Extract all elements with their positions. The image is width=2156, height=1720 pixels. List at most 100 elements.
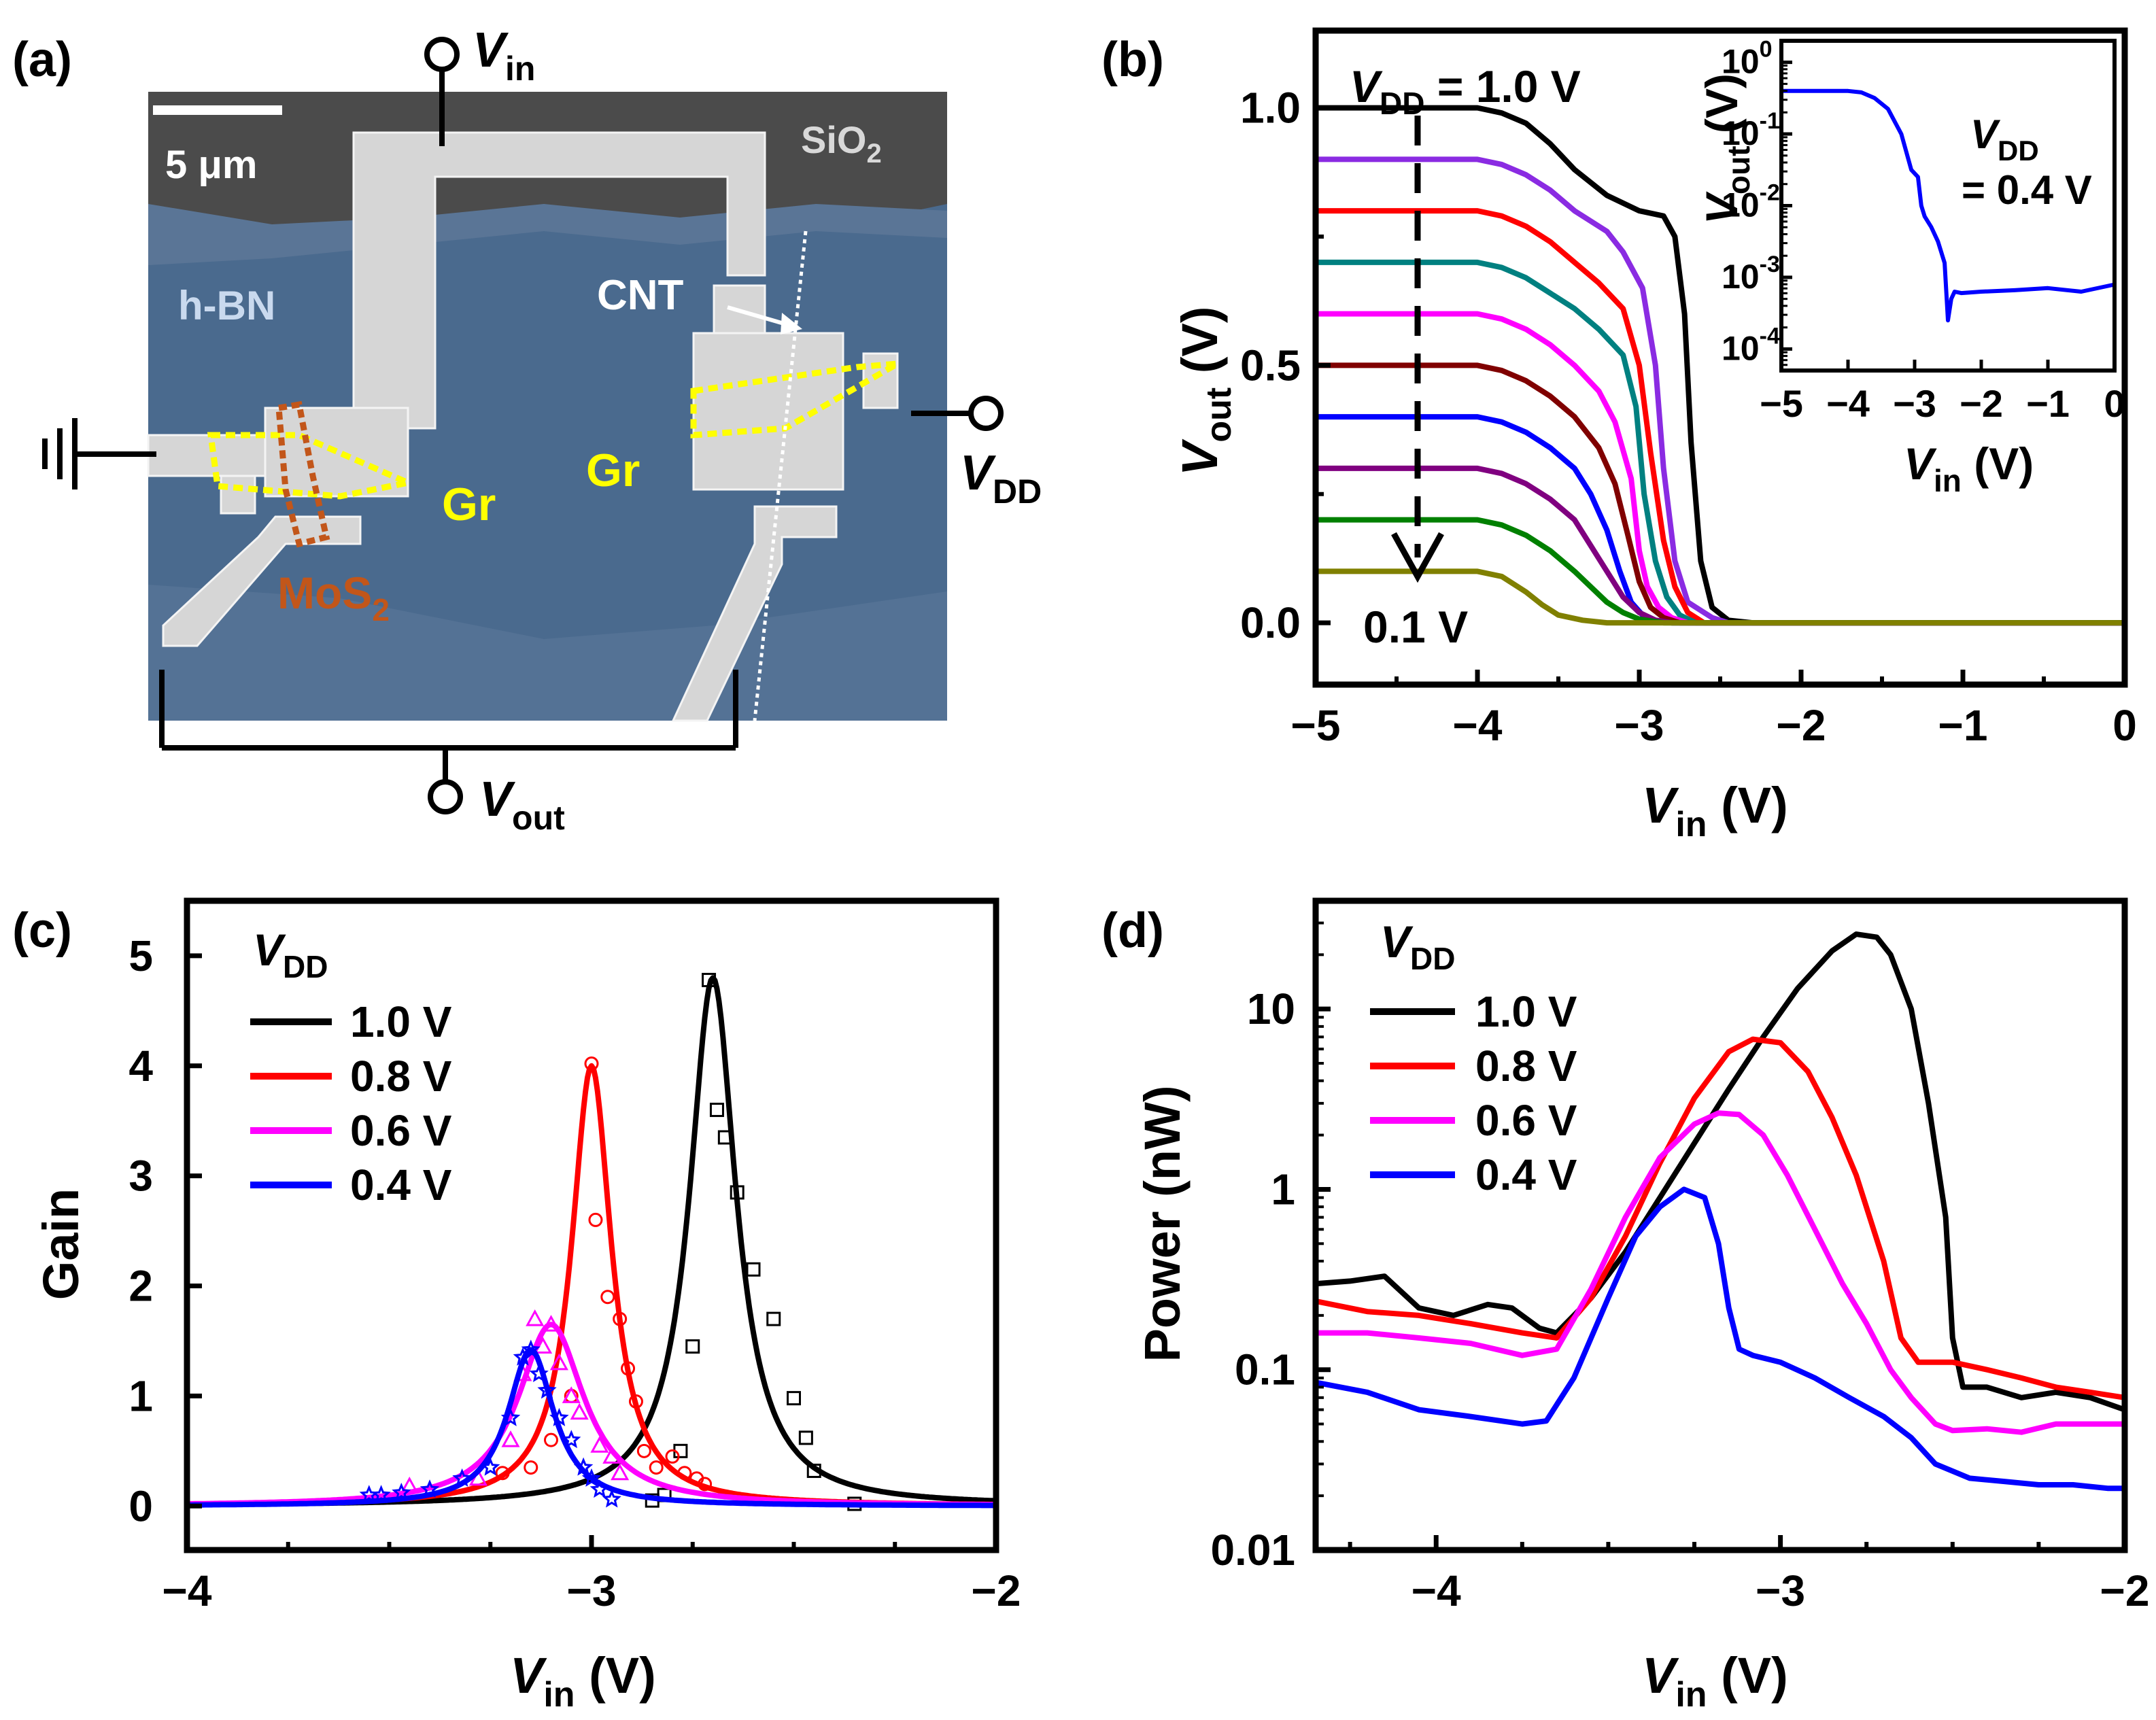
panel-b-series-line-06V bbox=[1316, 311, 2125, 626]
panel-d-xtick-label: −3 bbox=[1756, 1566, 1805, 1615]
panel-c-marker-triangle bbox=[611, 1463, 630, 1481]
panel-d-plot: −4 −3 −2 0.01 0.1 1 10 bbox=[1210, 897, 2149, 1615]
panel-c-marker-circle bbox=[649, 1460, 664, 1475]
panel-c-xtick-label: −2 bbox=[972, 1566, 1021, 1615]
panel-b-series-line-08V bbox=[1316, 208, 2125, 626]
circuit-wiring bbox=[42, 37, 1004, 814]
panel-c-legend-label: 1.0 V bbox=[350, 997, 452, 1046]
panel-c-marker-triangle bbox=[549, 1353, 568, 1371]
panel-c-marker-circle bbox=[600, 1290, 615, 1305]
inset-ytick-label: 10-4 bbox=[1722, 323, 1780, 367]
panel-c-marker-circle bbox=[588, 1212, 603, 1227]
panel-c-series-10V bbox=[186, 973, 997, 1511]
hbn-label: h-BN bbox=[178, 283, 275, 328]
panel-c-marker-circle bbox=[636, 1443, 651, 1458]
inset-ylabel: Vout (V) bbox=[1696, 73, 1756, 224]
inset-xtick-label: −2 bbox=[1960, 382, 2003, 425]
panel-d-xlabel: Vin (V) bbox=[1642, 1647, 1788, 1715]
cnt-line bbox=[753, 230, 808, 721]
inset-xtick-label: 0 bbox=[2104, 382, 2125, 425]
panel-c-ytick-label: 4 bbox=[129, 1042, 153, 1090]
panel-b: (b) −5 −4 −3 −2 −1 0 0.0 0.5 1.0 VDD = 1.0 V 0.1… bbox=[1101, 27, 2137, 844]
vdd-terminal bbox=[968, 396, 1004, 431]
gr-right-outline bbox=[690, 360, 900, 438]
gr-left-outline bbox=[207, 432, 418, 500]
panel-b-series-line-01V bbox=[1316, 568, 2125, 626]
panel-c-marker-circle bbox=[665, 1449, 680, 1464]
inset-series bbox=[1781, 88, 2115, 323]
panel-c-marker-square bbox=[798, 1430, 813, 1445]
panel-b-series-line-10V bbox=[1316, 105, 2125, 626]
panel-c-marker-star bbox=[521, 1339, 541, 1358]
mos2-outline bbox=[275, 400, 330, 548]
inset-ytick-label: 10-1 bbox=[1722, 108, 1780, 152]
vdd-terminal-label: VDD bbox=[960, 446, 1042, 511]
inset-vdd-value: = 0.4 V bbox=[1962, 167, 2092, 213]
panel-c-ytick-label: 0 bbox=[129, 1481, 153, 1530]
panel-a: (a) 5 μm bbox=[12, 23, 1042, 837]
panel-c-legend-title: VDD bbox=[253, 925, 328, 984]
mos2-label: MoS2 bbox=[277, 568, 390, 627]
panel-c-marker-triangle bbox=[590, 1436, 609, 1453]
panel-c-marker-square bbox=[787, 1391, 801, 1406]
inset-ytick-label: 10-3 bbox=[1722, 252, 1780, 296]
electrodes bbox=[147, 131, 899, 722]
inset-frame bbox=[1779, 39, 2117, 373]
panel-d-series-line-08V bbox=[1315, 1036, 2125, 1400]
panel-d-xtick-label: −4 bbox=[1411, 1566, 1461, 1615]
panel-b-0p1-annotation: 0.1 V bbox=[1363, 602, 1468, 652]
vout-right-lead bbox=[671, 505, 838, 722]
panel-b-series-line-05V bbox=[1316, 362, 2125, 626]
panel-c-marker-circle bbox=[524, 1460, 538, 1475]
panel-c-fit-line bbox=[186, 1347, 997, 1509]
panel-c-ytick-label: 5 bbox=[129, 931, 153, 980]
panel-d-legend-label: 1.0 V bbox=[1475, 987, 1577, 1036]
panel-b-xtick-label: −2 bbox=[1777, 701, 1826, 750]
panel-c-series bbox=[186, 973, 997, 1511]
inset-vdd-label: VDD bbox=[1970, 111, 2039, 167]
panel-b-arrowhead bbox=[1391, 532, 1444, 583]
ground-pad bbox=[220, 475, 256, 515]
panel-c-xtick-label: −3 bbox=[567, 1566, 617, 1615]
panel-c-ytick-label: 2 bbox=[129, 1262, 153, 1311]
panel-c-marker-star bbox=[359, 1485, 379, 1504]
panel-c-legend-label: 0.6 V bbox=[350, 1106, 452, 1155]
cnt-arrow bbox=[727, 305, 789, 327]
panel-c: (c) −4 −3 −2 0 1 2 3 4 5 VDD 1.0 V 0.8 V 0.6 V 0.4 … bbox=[12, 897, 1021, 1715]
inset-xtick-label: −5 bbox=[1760, 382, 1803, 425]
panel-b-frame bbox=[1312, 27, 2128, 688]
panel-d-ytick-label: 0.01 bbox=[1210, 1526, 1295, 1575]
sio2-label: SiO2 bbox=[801, 118, 882, 169]
panel-d-legend-label: 0.8 V bbox=[1475, 1042, 1577, 1090]
panel-b-xtick-label: 0 bbox=[2112, 701, 2137, 750]
panel-b-plot: −5 −4 −3 −2 −1 0 0.0 0.5 1.0 bbox=[1240, 27, 2137, 750]
panel-d-legend-title: VDD bbox=[1380, 916, 1455, 976]
graphene-outlines bbox=[207, 360, 900, 500]
inset-xtick-label: −4 bbox=[1826, 382, 1870, 425]
cnt-label: CNT bbox=[597, 272, 684, 319]
vin-terminal bbox=[424, 37, 460, 72]
panel-b-ylabel: Vout (V) bbox=[1171, 307, 1239, 476]
vout-terminal-label: Vout bbox=[479, 772, 565, 837]
panel-d-series bbox=[1315, 931, 2126, 1492]
scale-bar-label: 5 μm bbox=[165, 143, 257, 187]
panel-d-frame bbox=[1312, 897, 2128, 1553]
panel-c-legend-label: 0.8 V bbox=[350, 1052, 452, 1101]
gr-left-label: Gr bbox=[442, 479, 496, 530]
panel-c-ticks: −4 −3 −2 0 1 2 3 4 5 bbox=[129, 931, 1021, 1615]
panel-c-label: (c) bbox=[12, 904, 72, 958]
vin-terminal-label: Vin bbox=[473, 23, 535, 88]
panel-d-legend-label: 0.6 V bbox=[1475, 1096, 1577, 1145]
panel-b-xlabel: Vin (V) bbox=[1642, 777, 1788, 844]
panel-c-marker-triangle bbox=[501, 1430, 520, 1447]
panel-b-ytick-label: 0.0 bbox=[1240, 598, 1301, 647]
panel-d-series-line-06V bbox=[1316, 1110, 2125, 1435]
vdd-side-pad bbox=[692, 332, 844, 491]
panel-c-xlabel: Vin (V) bbox=[510, 1647, 656, 1715]
panel-b-inset: −5 −4 −3 −2 −1 0 100 10-1 10-2 10-3 10-4 VDD = 0.4… bbox=[1696, 37, 2125, 498]
panel-d-legend-label: 0.4 V bbox=[1475, 1150, 1577, 1199]
panel-c-legend-label: 0.4 V bbox=[350, 1160, 452, 1209]
panel-c-marker-square bbox=[685, 1339, 700, 1354]
panel-c-marker-star bbox=[602, 1489, 621, 1508]
